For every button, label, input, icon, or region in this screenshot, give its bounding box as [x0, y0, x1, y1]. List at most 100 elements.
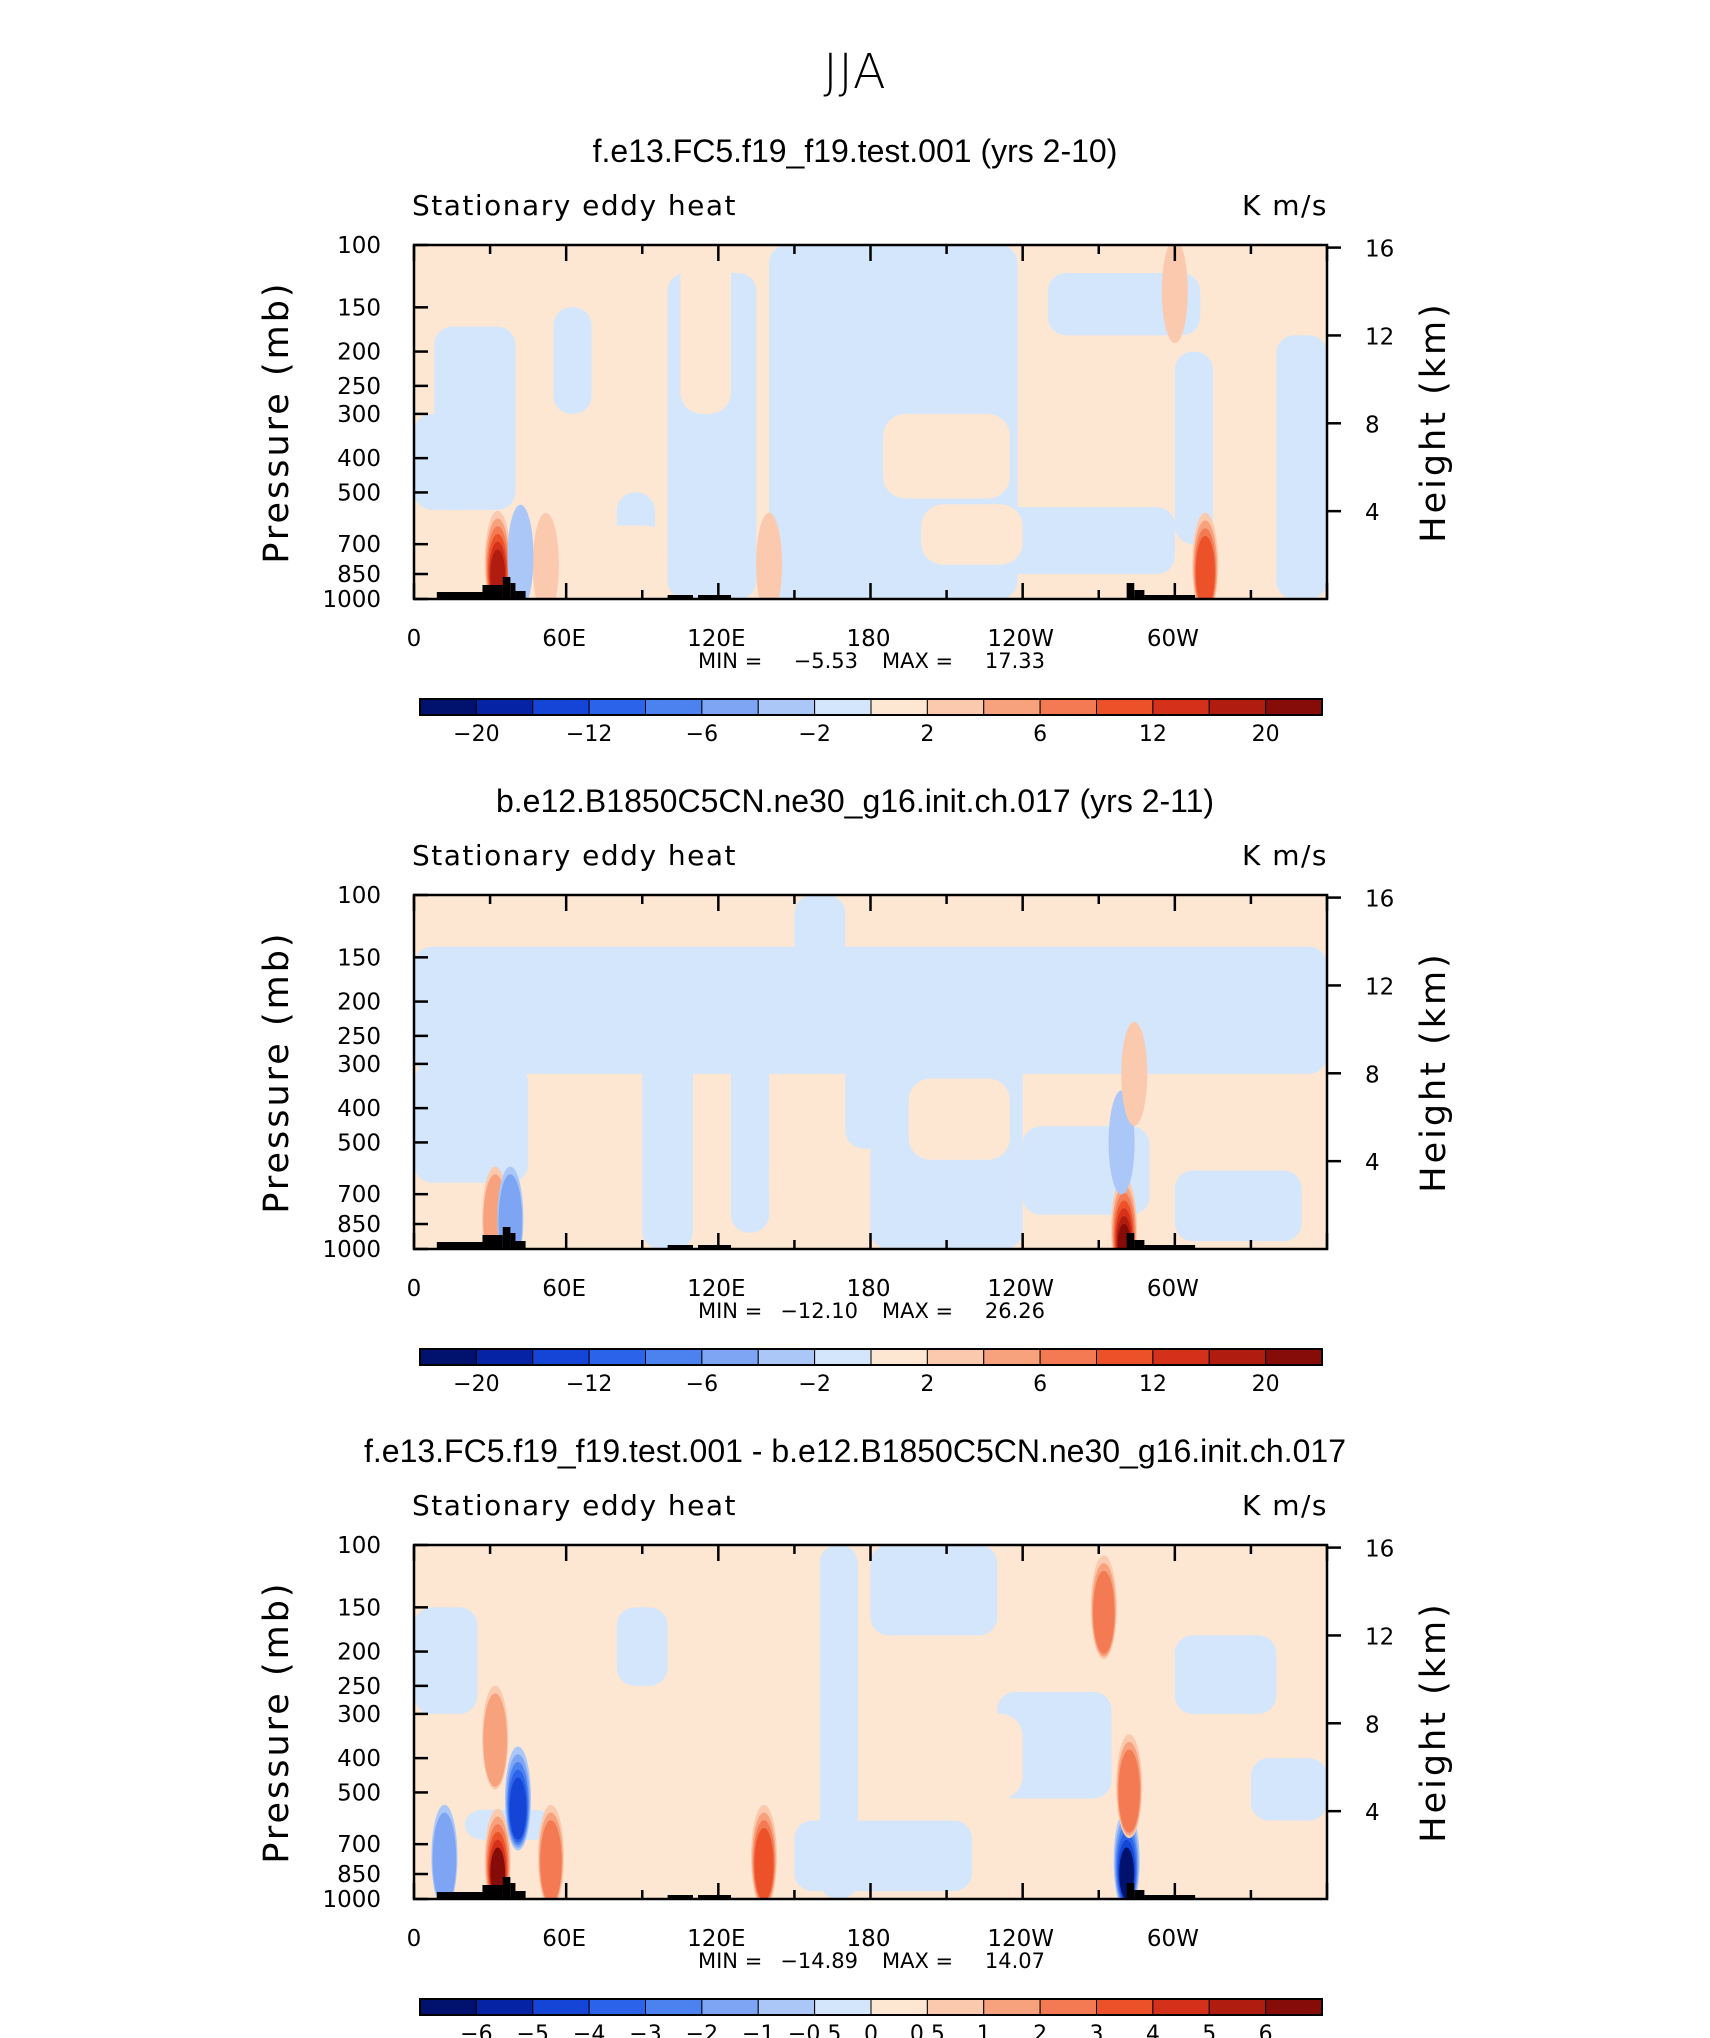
- field-extremum: [1161, 245, 1188, 344]
- x-tick-label: 120W: [987, 1926, 1054, 1952]
- y-tick-label: 100: [337, 1533, 381, 1559]
- units-label: K m/s: [1242, 1489, 1328, 1522]
- y-tick-label: 850: [337, 562, 381, 588]
- x-tick-label: 180: [847, 1276, 891, 1302]
- variable-label: Stationary eddy heat: [412, 1489, 737, 1522]
- positive-region: [908, 1078, 1010, 1160]
- negative-region: [997, 1691, 1112, 1799]
- positive-region: [566, 525, 668, 583]
- max-value: 14.07: [985, 1949, 1045, 1973]
- colorbar-swatch: [475, 1998, 534, 2016]
- colorbar-swatch: [701, 698, 759, 716]
- colorbar-swatch: [645, 1998, 703, 2016]
- colorbar-swatch: [1152, 1348, 1210, 1366]
- negative-region: [1250, 1758, 1327, 1821]
- y-tick-label: 300: [337, 1052, 381, 1078]
- colorbar-tick-label: 12: [1139, 722, 1167, 747]
- x-tick-label: 120W: [987, 626, 1054, 652]
- colorbar-frame: [419, 698, 1323, 716]
- colorbar-tick-label: −5: [517, 2022, 549, 2038]
- colorbar-frame: [419, 1998, 1323, 2016]
- y-tick-label: 400: [337, 446, 381, 472]
- y-tick-label: 250: [337, 1024, 381, 1050]
- negative-region: [819, 1545, 858, 1899]
- max-label: MAX =: [882, 649, 953, 673]
- y-tick-label: 200: [337, 990, 381, 1016]
- colorbar: −20 −12 −6 −2 2 6 12 20: [419, 1348, 1323, 1397]
- colorbar-tick-label: −12: [566, 722, 612, 747]
- colorbar-swatch: [757, 1348, 816, 1366]
- units-label: K m/s: [1242, 189, 1328, 222]
- max-label: MAX =: [882, 1299, 953, 1323]
- negative-region: [794, 1820, 972, 1892]
- min-label: MIN =: [698, 1949, 762, 1973]
- y-right-tick-label: 16: [1365, 887, 1394, 913]
- colorbar-swatch: [983, 698, 1041, 716]
- colorbar-tick-label: −2: [798, 722, 830, 747]
- field-extremum: [750, 1804, 777, 1899]
- colorbar-swatch: [757, 698, 816, 716]
- positive-region: [883, 413, 1010, 499]
- y-tick-label: 400: [337, 1746, 381, 1772]
- x-tick-label: 120E: [687, 1926, 745, 1952]
- colorbar: −20 −12 −6 −2 2 6 12 20: [419, 698, 1323, 747]
- colorbar-swatch: [926, 1348, 985, 1366]
- colorbar-swatch: [588, 698, 646, 716]
- negative-region: [414, 1063, 529, 1183]
- colorbar-tick-label: 1: [977, 2022, 991, 2038]
- colorbar-tick-label: −4: [573, 2022, 605, 2038]
- figure-title: JJA: [823, 44, 887, 100]
- colorbar-swatch: [1265, 698, 1323, 716]
- colorbar-tick-label: −20: [453, 1372, 499, 1397]
- field-extremum: [1192, 512, 1219, 599]
- field-extremum: [504, 1746, 531, 1851]
- positive-region: [553, 1182, 617, 1233]
- colorbar-swatch: [870, 698, 928, 716]
- y-right-tick-label: 16: [1365, 1537, 1394, 1563]
- x-tick-label: 60W: [1147, 1276, 1199, 1302]
- colorbar-tick-label: 4: [1146, 2022, 1160, 2038]
- field-extremum: [1090, 1555, 1117, 1660]
- colorbar-swatch: [926, 698, 985, 716]
- colorbar-swatch: [1096, 698, 1154, 716]
- y-axis-label: Pressure (mb): [257, 280, 297, 563]
- variable-label: Stationary eddy heat: [412, 839, 737, 872]
- y-tick-label: 850: [337, 1862, 381, 1888]
- colorbar-swatch: [983, 1348, 1041, 1366]
- colorbar-tick-label: 0.5: [910, 2022, 945, 2038]
- colorbar-swatch: [757, 1998, 816, 2016]
- colorbar-tick-label: 6: [1033, 1372, 1047, 1397]
- colorbar-swatch: [475, 698, 534, 716]
- colorbar-tick-label: −6: [686, 1372, 718, 1397]
- min-label: MIN =: [698, 1299, 762, 1323]
- colorbar-swatch: [983, 1998, 1041, 2016]
- colorbar-swatch: [1265, 1348, 1323, 1366]
- colorbar-swatch: [870, 1348, 928, 1366]
- colorbar-tick-label: −2: [798, 1372, 830, 1397]
- negative-region: [434, 326, 516, 510]
- y-tick-label: 700: [337, 1832, 381, 1858]
- field-extremum: [537, 1804, 564, 1899]
- positive-region: [680, 245, 732, 414]
- x-tick-label: 180: [847, 626, 891, 652]
- contour-field: [414, 895, 1327, 1249]
- y-tick-label: 1000: [322, 587, 381, 613]
- colorbar-swatch: [645, 698, 703, 716]
- y-right-tick-label: 8: [1365, 412, 1380, 438]
- colorbar-tick-label: −20: [453, 722, 499, 747]
- max-value: 26.26: [985, 1299, 1045, 1323]
- colorbar-frame: [419, 1348, 1323, 1366]
- y-right-axis-label: Height (km): [1414, 301, 1454, 543]
- colorbar-tick-label: 2: [1033, 2022, 1047, 2038]
- colorbar-tick-label: −3: [629, 2022, 661, 2038]
- colorbar-swatch: [419, 1998, 477, 2016]
- field-extremum: [482, 1685, 509, 1790]
- colorbar-tick-label: −6: [460, 2022, 492, 2038]
- colorbar-tick-label: −0.5: [788, 2022, 841, 2038]
- colorbar-tick-label: 2: [920, 1372, 934, 1397]
- colorbar-tick-label: 3: [1090, 2022, 1104, 2038]
- x-tick-label: 180: [847, 1926, 891, 1952]
- colorbar-tick-label: −1: [742, 2022, 774, 2038]
- y-tick-label: 200: [337, 340, 381, 366]
